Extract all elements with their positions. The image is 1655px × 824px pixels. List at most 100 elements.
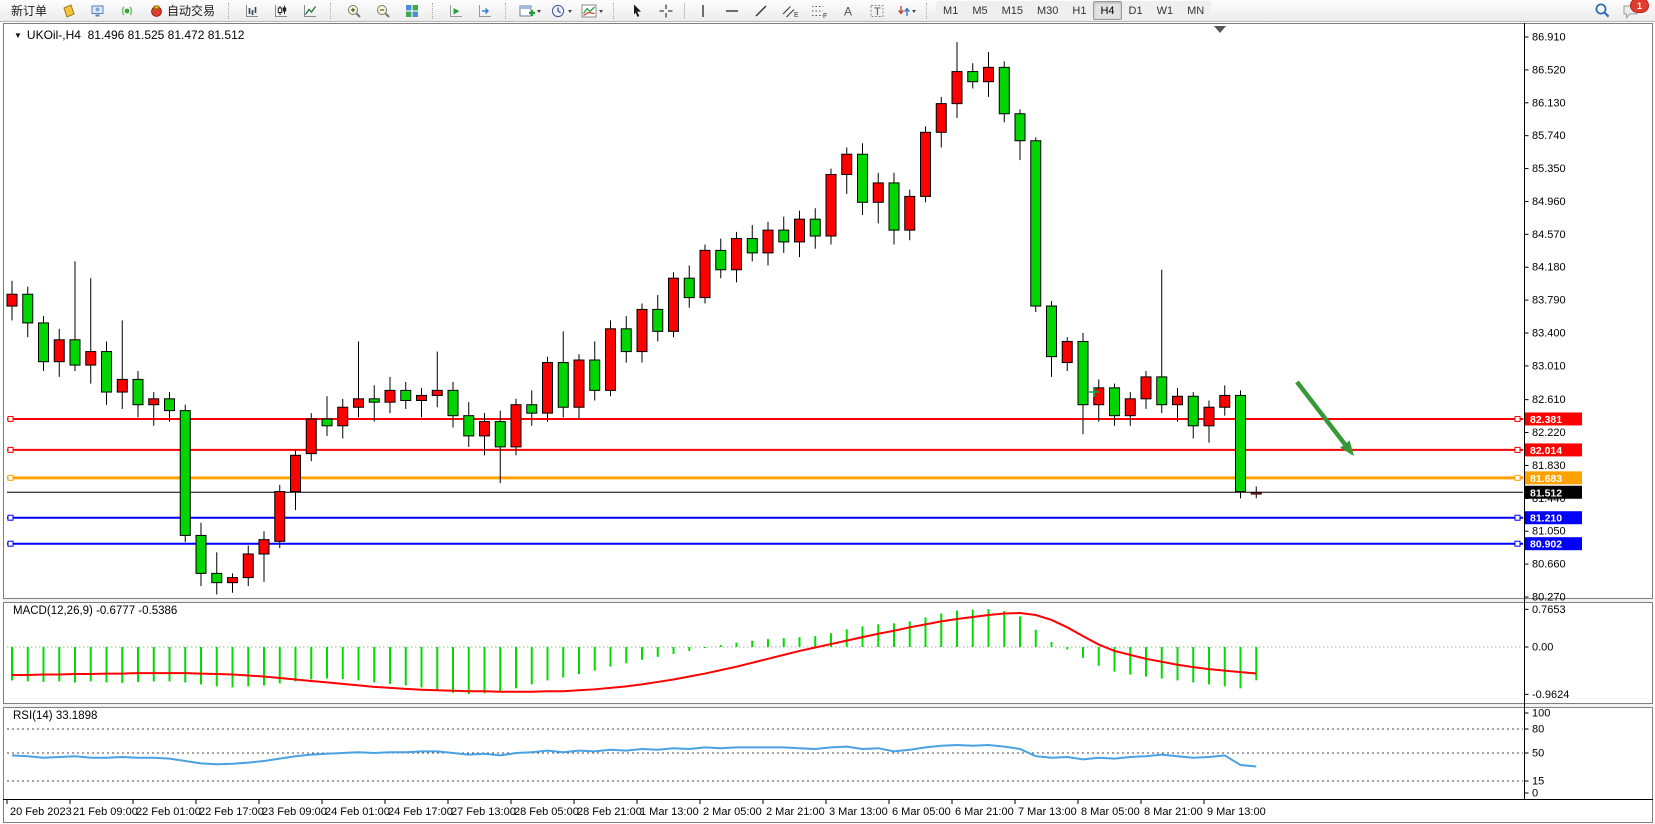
candle-bearish [368,398,380,403]
timeframe-w1[interactable]: W1 [1149,1,1181,20]
level-price-label [1525,471,1582,485]
time-tick-label: 28 Feb 05:00 [514,806,579,818]
trendline-tool-icon[interactable] [747,0,775,21]
price-tick-label: 84.960 [1532,196,1566,208]
cursor-icon[interactable] [623,0,651,21]
time-tick-label: 22 Feb 01:00 [136,806,201,818]
level-line-left-anchor [7,540,14,547]
tile-windows-icon[interactable] [398,0,426,21]
candle-bullish [384,389,396,403]
time-tick-label: 8 Mar 21:00 [1144,806,1203,818]
candle-bullish [573,359,585,408]
chart-shift-icon[interactable] [471,0,499,21]
candle-bearish [998,66,1010,115]
chart-canvas[interactable]: 86.910 86.520 86.130 85.740 85.350 84.960 84.5… [3,23,1653,822]
terminal-icon[interactable] [84,0,112,21]
timeframe-d1[interactable]: D1 [1121,1,1150,20]
candle-bullish [510,404,522,448]
candle-bullish [1124,398,1136,417]
horizontal-line-tool-icon[interactable] [718,0,746,21]
time-tick-label: 1 Mar 13:00 [640,806,699,818]
rsi-tick-label: 0 [1532,788,1538,800]
timeframe-m5[interactable]: M5 [965,1,995,20]
panel-splitter [3,598,1653,603]
search-icon[interactable] [1588,0,1616,21]
timeframe-h4[interactable]: H4 [1093,1,1122,20]
candle-bearish [1014,113,1026,142]
candle-bullish [794,218,805,243]
toolbar-grip[interactable] [330,2,336,19]
new-order-button[interactable]: 新订单 [4,1,54,20]
candle-bullish [1140,376,1152,400]
timeframe-m1[interactable]: M1 [936,1,966,20]
auto-trading-button[interactable]: 自动交易 [142,1,222,20]
candle-bearish [494,421,506,448]
level-price-label-text: 82.381 [1530,414,1562,426]
candle-bearish [211,572,223,584]
time-tick-label: 7 Mar 13:00 [1018,806,1077,818]
macd-tick-label: 0.00 [1532,642,1553,654]
fibo-glyph: F [823,13,827,19]
candle-bullish [1093,387,1105,406]
level-line-left-anchor [7,474,14,481]
timeframe-h1[interactable]: H1 [1065,1,1094,20]
candle-bullish [148,398,160,406]
arrows-tool-button[interactable] [892,0,920,21]
trend-arrow-head [1340,440,1354,456]
candle-bearish [321,418,333,427]
text-label-tool-icon[interactable]: T [863,0,891,21]
timeframe-m30[interactable]: M30 [1030,1,1066,20]
zoom-out-icon[interactable] [369,0,397,21]
chart-window[interactable] [3,23,1653,823]
text-glyph: A [844,4,852,18]
rsi-line [11,743,1257,768]
toolbar-grip[interactable] [228,2,234,19]
time-tick-label: 27 Feb 13:00 [451,806,516,818]
time-tick-label: 8 Mar 05:00 [1081,806,1140,818]
indicators-button[interactable] [577,0,607,21]
level-price-label [1525,511,1582,525]
equidistant-channel-tool-icon[interactable]: E [776,0,804,21]
timeframe-m15[interactable]: M15 [994,1,1030,20]
text-tool-icon[interactable]: A [834,0,862,21]
level-price-label [1525,443,1582,457]
vertical-line-tool-icon[interactable] [689,0,717,21]
line-chart-icon[interactable] [296,0,324,21]
candle-bearish [589,359,601,391]
candle-bullish [699,249,711,299]
notifications-button[interactable]: 1 [1617,0,1649,21]
candle-bullish [479,421,490,437]
candle-bullish [983,66,994,83]
price-tick-label: 86.520 [1532,64,1566,76]
macd-tick-label: -0.9624 [1532,689,1569,701]
bar-chart-icon[interactable] [238,0,266,21]
signal-icon[interactable] [113,0,141,21]
price-tick-label: 83.790 [1532,295,1566,307]
toolbar-grip[interactable] [432,2,438,19]
level-price-label [1525,537,1582,551]
candle-bullish [337,406,349,427]
candle-bullish [841,153,853,175]
time-tick-label: 21 Feb 09:00 [73,806,138,818]
crosshair-icon[interactable] [652,0,680,21]
toolbar-grip[interactable] [613,2,619,19]
profile-icon[interactable] [55,0,83,21]
notification-badge: 1 [1630,0,1649,13]
toolbar-grip[interactable] [926,2,932,19]
price-tick-label: 81.830 [1532,460,1566,472]
candlestick-chart-icon[interactable] [267,0,295,21]
candle-bullish [605,328,616,391]
new-chart-button[interactable] [515,0,545,21]
period-clock-button[interactable] [546,0,576,21]
candle-bullish [731,238,742,271]
candle-bearish [132,378,144,406]
auto-scroll-icon[interactable] [442,0,470,21]
zoom-in-icon[interactable] [340,0,368,21]
fibonacci-tool-icon[interactable]: F [805,0,833,21]
trend-arrow [1295,380,1347,446]
candle-bearish [557,362,569,408]
timeframe-mn[interactable]: MN [1180,1,1212,20]
toolbar-grip[interactable] [505,2,511,19]
candle-bearish [101,351,112,393]
price-tick-label: 84.570 [1532,229,1566,241]
